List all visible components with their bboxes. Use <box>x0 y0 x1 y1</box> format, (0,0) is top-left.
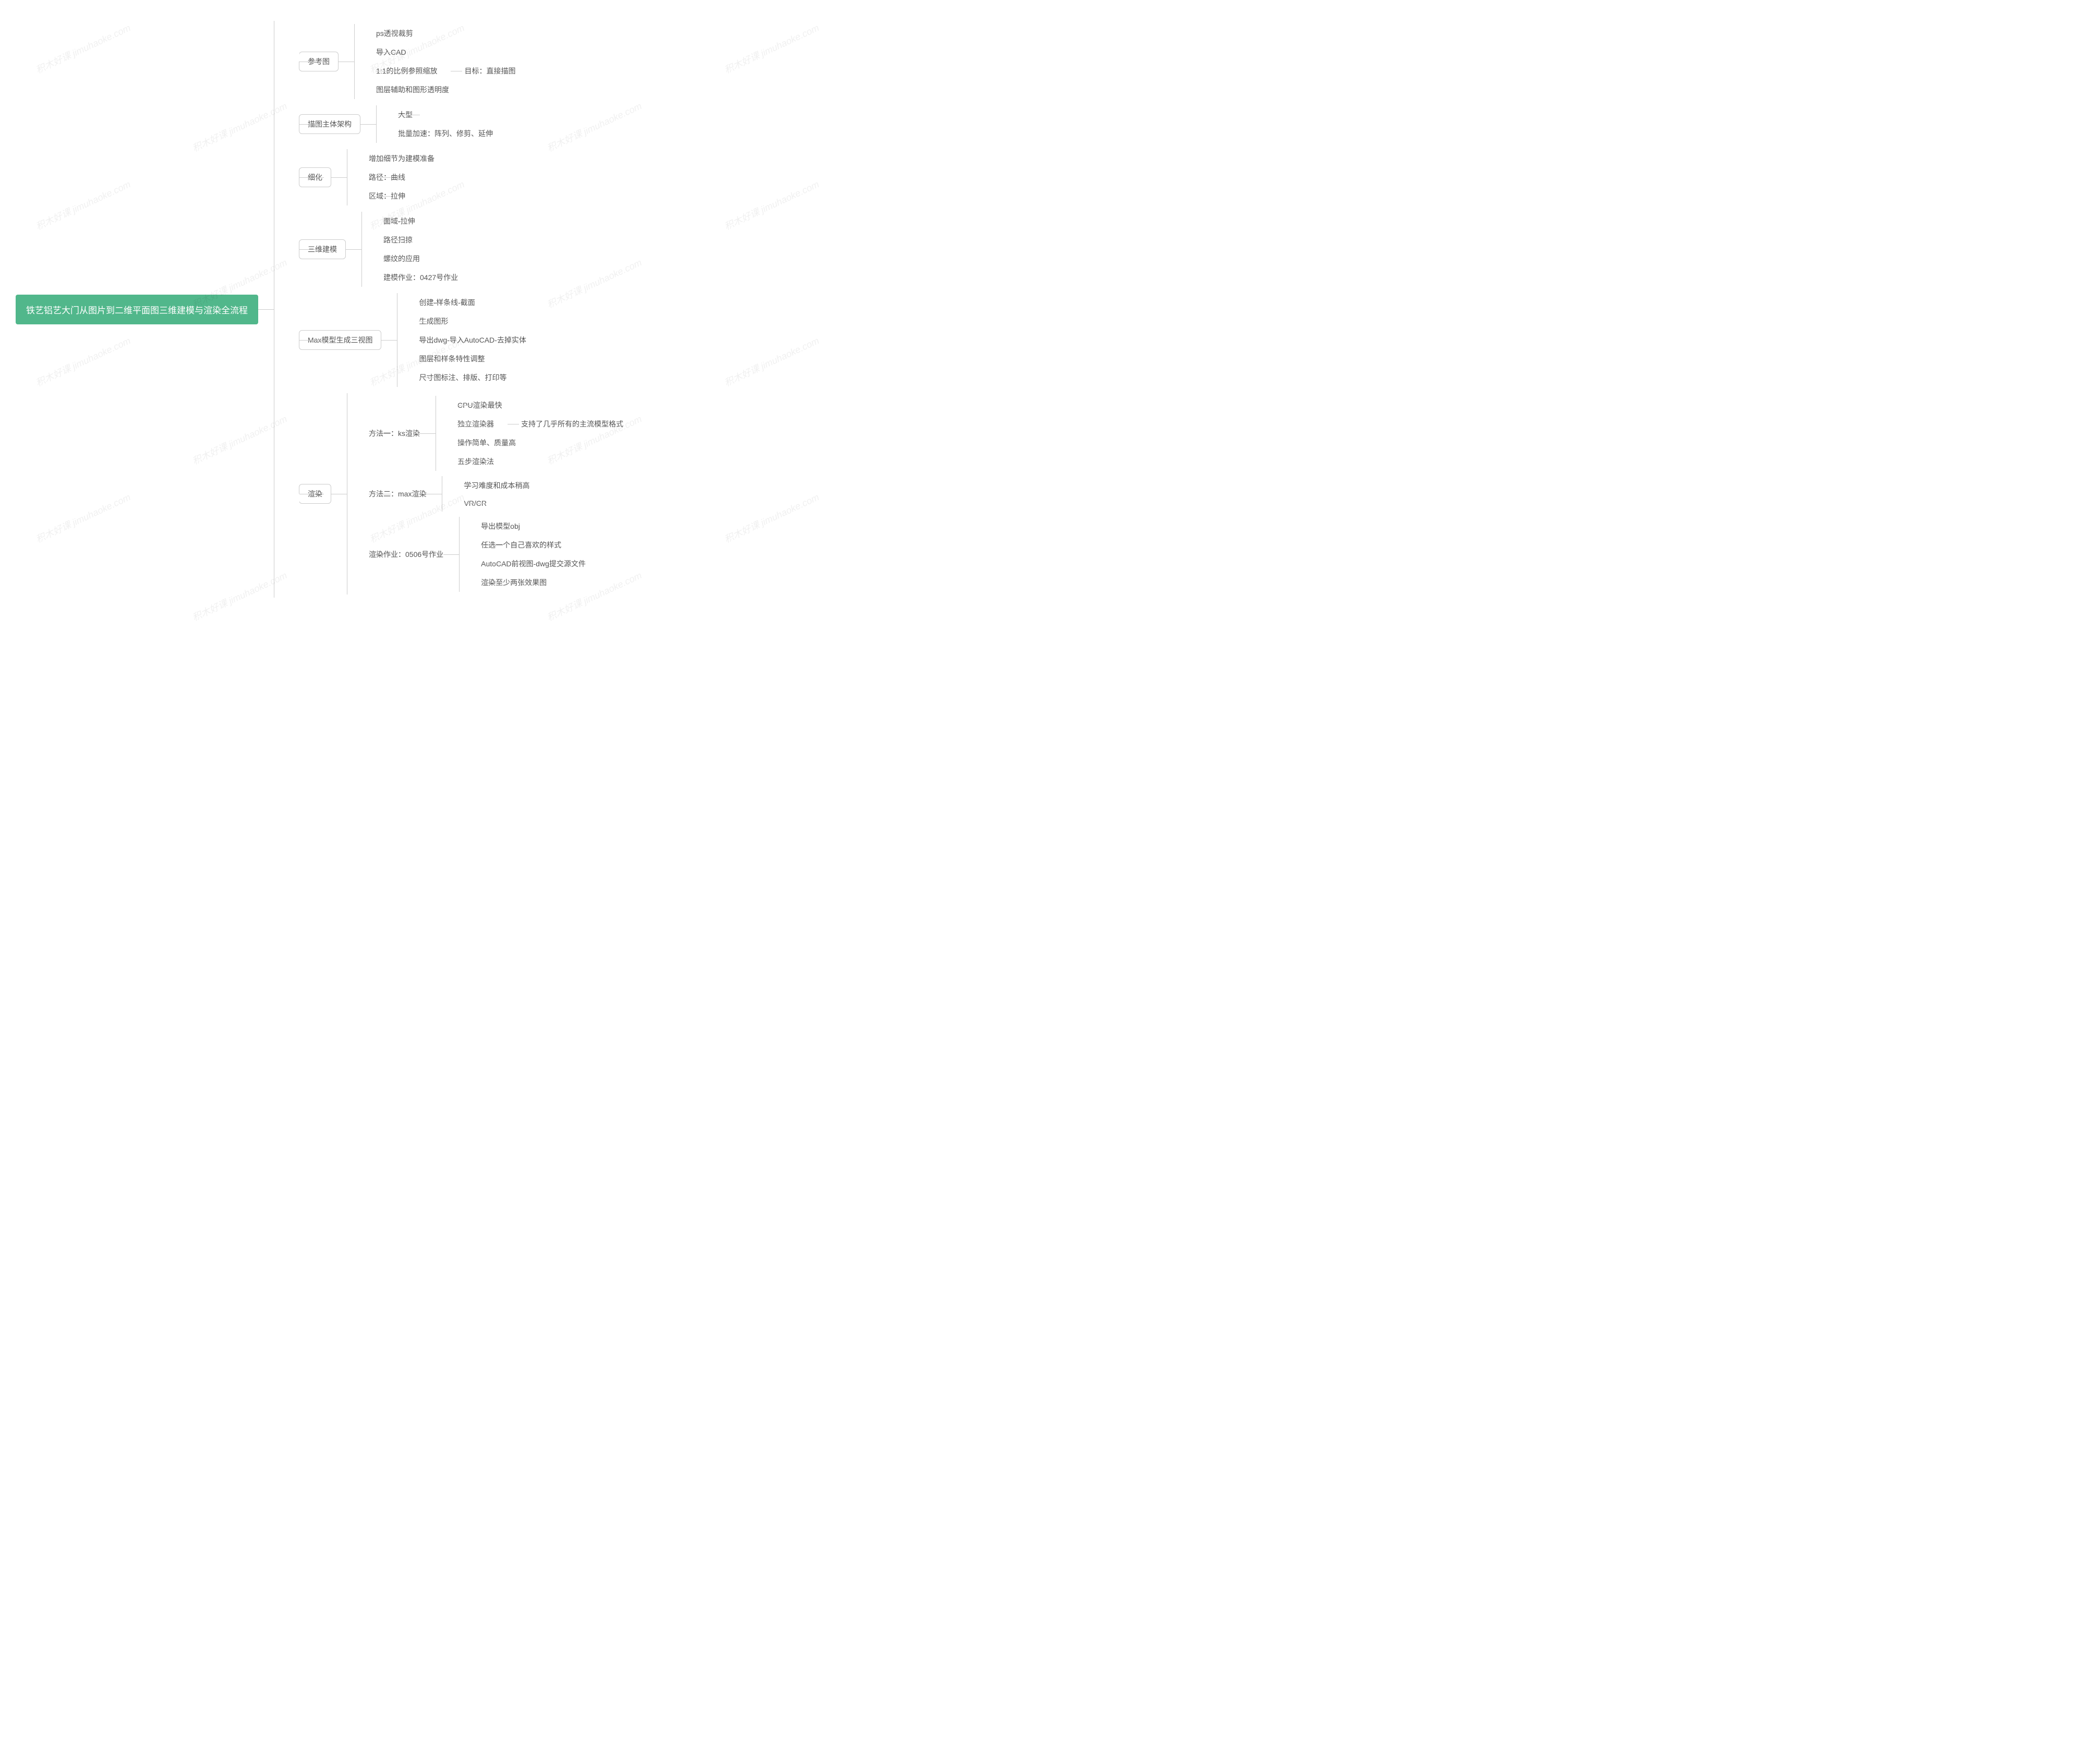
connector <box>258 309 274 310</box>
leaves-ks: CPU渲染最快 独立渲染器支持了几乎所有的主流模型格式 操作简单、质量高 五步渲… <box>436 396 623 471</box>
leaves-render-hw: 导出模型obj 任选一个自己喜欢的样式 AutoCAD前视图-dwg提交源文件 … <box>459 517 586 592</box>
leaves-3d-modeling: 面域-拉伸 路径扫掠 螺纹的应用 建模作业：0427号作业 <box>361 212 458 287</box>
root-node[interactable]: 铁艺铝艺大门从图片到二维平面图三维建模与渲染全流程 <box>16 295 258 324</box>
leaf-ext: 支持了几乎所有的主流模型格式 <box>508 419 623 429</box>
leaves-refine: 增加细节为建模准备 路径：曲线 区域：拉伸 <box>347 149 435 205</box>
leaves-max-views: 创建-样条线-截面 生成图形 导出dwg-导入AutoCAD-去掉实体 图层和样… <box>397 293 526 387</box>
leaves-max-render: 学习难度和成本稍高 VR/CR <box>442 476 529 512</box>
leaf-ext: 目标：直接描图 <box>451 66 515 76</box>
mindmap: 铁艺铝艺大门从图片到二维平面图三维建模与渲染全流程 参考图 ps透视裁剪 导入C… <box>16 21 2084 598</box>
level1-branches: 参考图 ps透视裁剪 导入CAD 1:1的比例参照缩放目标：直接描图 图层辅助和… <box>274 21 623 598</box>
render-methods: 方法一：ks渲染 CPU渲染最快 独立渲染器支持了几乎所有的主流模型格式 操作简… <box>347 393 623 594</box>
leaves-reference: ps透视裁剪 导入CAD 1:1的比例参照缩放目标：直接描图 图层辅助和图形透明… <box>354 24 515 99</box>
leaves-trace: 大型 批量加速：阵列、修剪、延伸 <box>376 105 493 143</box>
